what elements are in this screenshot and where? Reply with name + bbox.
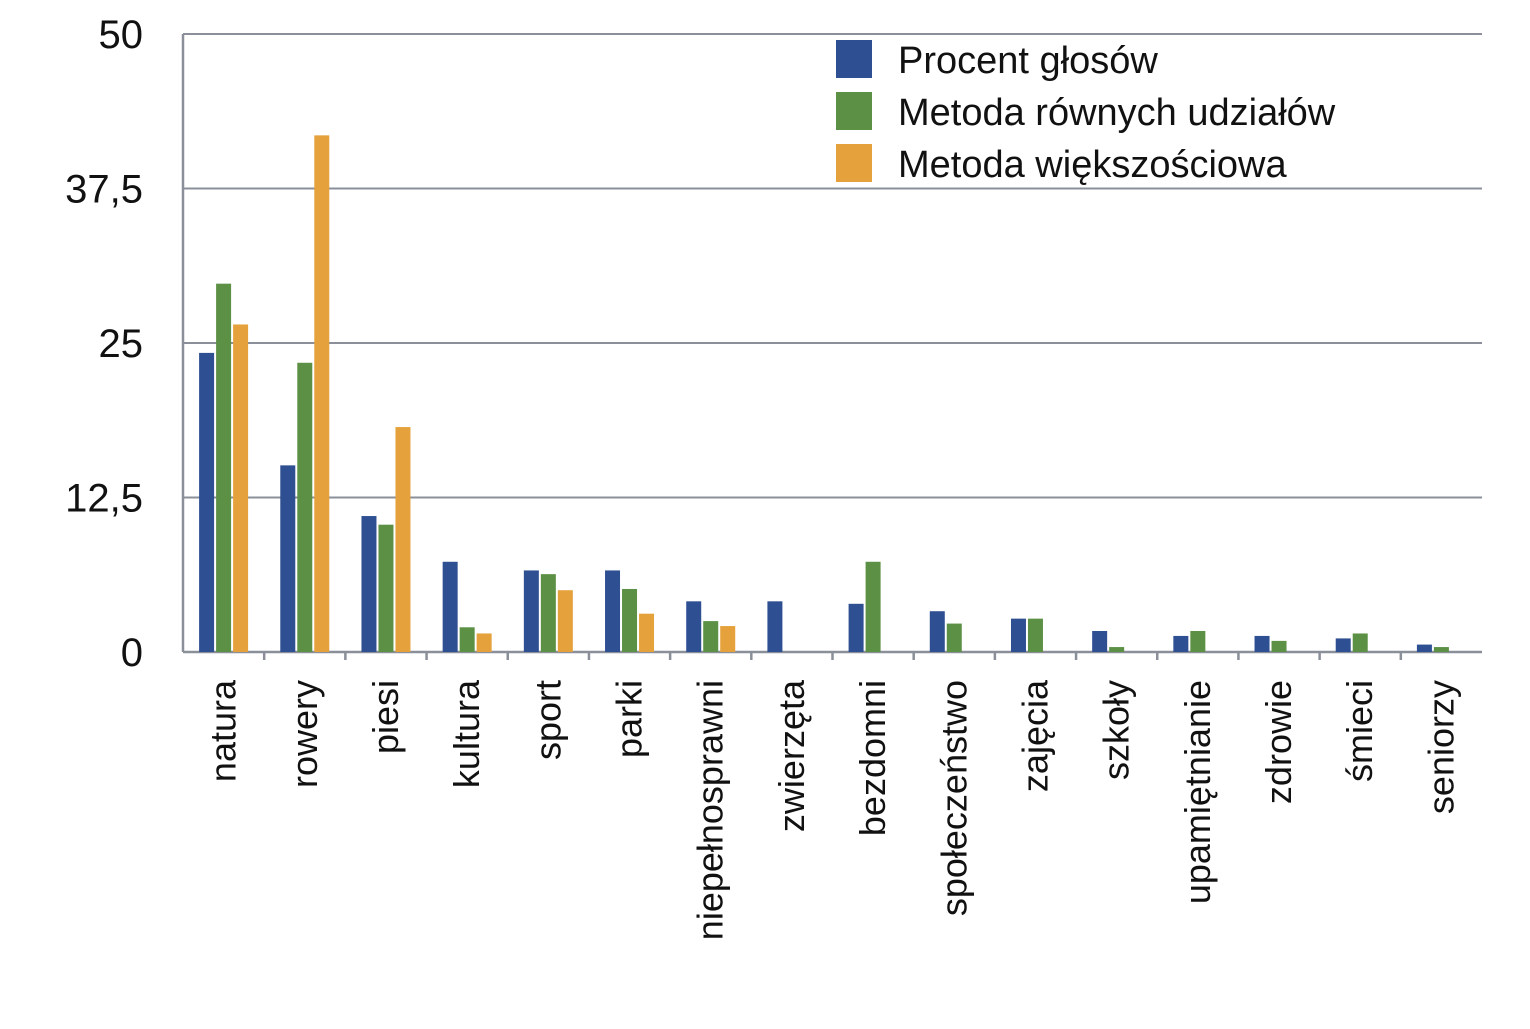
bar bbox=[1254, 635, 1270, 652]
x-tick-label: kultura bbox=[446, 679, 487, 788]
bar bbox=[280, 465, 296, 652]
bar bbox=[540, 574, 556, 652]
x-tick-label: sport bbox=[527, 680, 568, 760]
bar bbox=[1416, 644, 1432, 652]
y-tick-label: 12,5 bbox=[65, 477, 143, 521]
bar bbox=[767, 601, 783, 652]
bar bbox=[865, 561, 881, 652]
legend-label: Metoda większościowa bbox=[898, 144, 1287, 186]
bar bbox=[929, 611, 945, 652]
bar bbox=[1092, 630, 1108, 652]
legend-label: Procent głosów bbox=[898, 40, 1158, 82]
y-tick-label: 25 bbox=[99, 322, 144, 366]
bar bbox=[378, 524, 394, 652]
bar bbox=[476, 633, 492, 652]
x-tick-label: niepełnosprawni bbox=[690, 680, 731, 940]
x-tick-label: bezdomni bbox=[852, 680, 893, 836]
bar bbox=[622, 588, 638, 652]
legend-swatch bbox=[836, 144, 872, 182]
bar bbox=[459, 627, 475, 652]
bar bbox=[1271, 640, 1287, 652]
y-tick-label: 50 bbox=[99, 13, 144, 57]
x-tick-label: rowery bbox=[284, 680, 325, 788]
x-tick-label: natura bbox=[203, 679, 244, 782]
x-tick-label: szkoły bbox=[1096, 680, 1137, 780]
bar bbox=[946, 623, 962, 652]
bar bbox=[1109, 647, 1125, 652]
x-tick-label: seniorzy bbox=[1420, 680, 1461, 814]
bar bbox=[1173, 635, 1189, 652]
bar bbox=[233, 324, 249, 652]
legend-swatch bbox=[836, 40, 872, 78]
bar bbox=[361, 516, 377, 652]
bar bbox=[314, 135, 330, 653]
bar bbox=[1335, 638, 1351, 652]
x-tick-label: zdrowie bbox=[1258, 680, 1299, 804]
x-tick-label: zwierzęta bbox=[771, 679, 812, 832]
bar bbox=[216, 283, 232, 652]
bar bbox=[1190, 630, 1206, 652]
bar bbox=[686, 601, 702, 652]
y-tick-label: 0 bbox=[121, 631, 143, 675]
legend-swatch bbox=[836, 92, 872, 130]
bar bbox=[395, 427, 411, 652]
bar bbox=[1027, 618, 1043, 652]
x-tick-label: śmieci bbox=[1339, 680, 1380, 782]
y-tick-label: 37,5 bbox=[65, 168, 143, 212]
x-tick-label: parki bbox=[609, 680, 650, 758]
bar bbox=[1433, 647, 1449, 652]
bar bbox=[720, 626, 736, 652]
bar bbox=[1352, 633, 1368, 652]
bar bbox=[605, 570, 621, 652]
bar bbox=[297, 362, 313, 652]
bar bbox=[199, 352, 215, 652]
x-tick-label: społeczeństwo bbox=[933, 680, 974, 916]
bar bbox=[1010, 618, 1026, 652]
x-tick-label: piesi bbox=[365, 680, 406, 754]
bar bbox=[557, 590, 573, 652]
bar bbox=[703, 621, 719, 652]
bar bbox=[442, 561, 458, 652]
x-tick-label: zajęcia bbox=[1014, 679, 1055, 792]
x-tick-label: upamiętnianie bbox=[1177, 680, 1218, 904]
legend-label: Metoda równych udziałów bbox=[898, 92, 1336, 134]
bar bbox=[523, 570, 539, 652]
bar bbox=[848, 603, 864, 652]
bar bbox=[639, 613, 655, 652]
